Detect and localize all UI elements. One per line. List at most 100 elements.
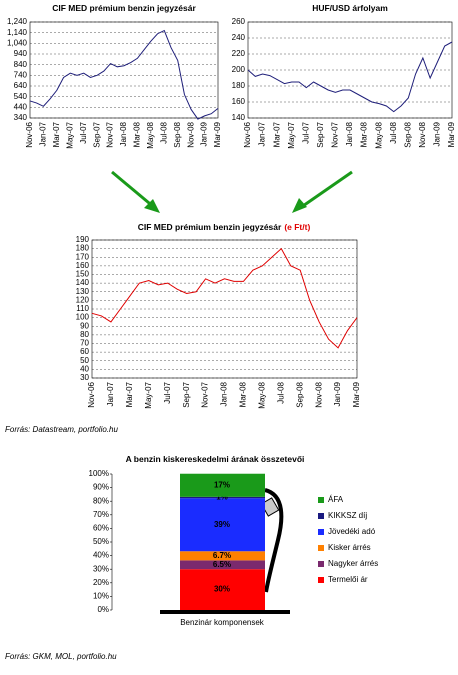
legend-label: Kisker árrés (328, 543, 371, 552)
x-tick-label: Mar-08 (239, 381, 248, 407)
x-tick-label: Mar-08 (133, 121, 142, 147)
x-tick-label: Jan-07 (258, 121, 267, 146)
plot-frame (91, 239, 358, 379)
y-tick-label: 20% (93, 578, 109, 587)
y-tick-label: 120 (76, 295, 90, 304)
y-tick-label: 180 (232, 81, 246, 90)
y-tick-label: 50% (93, 537, 109, 546)
line (29, 29, 219, 120)
legend-swatch (318, 545, 324, 551)
x-tick-label: May-07 (65, 121, 74, 148)
x-tick-label: Mar-09 (213, 121, 222, 147)
title-text: A benzin kiskereskedelmi árának összetev… (126, 454, 305, 464)
arrow-head (144, 199, 160, 213)
y-tick-label: 340 (14, 113, 28, 122)
bar-segment (180, 560, 265, 570)
title-text: CIF MED prémium benzin jegyzésár (138, 222, 282, 232)
y-tick-label: 150 (76, 270, 90, 279)
x-tick-label: Nov-06 (87, 381, 96, 407)
x-tick-label: Sep-07 (316, 121, 325, 147)
y-tick-label: 440 (14, 102, 28, 111)
y-tick-label: 170 (76, 252, 90, 261)
y-tick-label: 80% (93, 496, 109, 505)
x-tick-label: Jan-09 (433, 121, 442, 146)
y-tick-label: 70% (93, 510, 109, 519)
y-tick-label: 640 (14, 81, 28, 90)
y-tick-label: 220 (232, 49, 246, 58)
y-tick-label: 30% (93, 564, 109, 573)
x-tick-label: Sep-08 (403, 121, 412, 147)
x-tick-label: Jan-09 (333, 381, 342, 406)
y-tick-label: 60% (93, 524, 109, 533)
x-tick-label: May-08 (257, 381, 266, 408)
arrow (111, 170, 156, 210)
x-tick-label: Mar-07 (272, 121, 281, 147)
y-tick-label: 100% (89, 469, 109, 478)
value-label: 6.5% (213, 560, 231, 569)
y-tick-label: 840 (14, 60, 28, 69)
arrow-head (292, 198, 307, 213)
x-tick-label: Nov-07 (106, 121, 115, 147)
x-tick-label: Jul-08 (389, 121, 398, 143)
source: Forrás: GKM, MOL, portfolio.hu (5, 652, 117, 661)
bar-base (160, 610, 290, 614)
y-tick-label: 10% (93, 592, 109, 601)
y-tick-label: 130 (76, 287, 90, 296)
x-tick-label: Sep-07 (182, 381, 191, 407)
source: Forrás: Datastream, portfolio.hu (5, 425, 118, 434)
x-tick-label: Mar-08 (360, 121, 369, 147)
x-tick-label: Mar-09 (447, 121, 456, 147)
x-tick-label: Jan-07 (106, 381, 115, 406)
chart-title: A benzin kiskereskedelmi árának összetev… (126, 454, 305, 464)
y-tick-label: 110 (76, 304, 89, 313)
legend-swatch (318, 561, 324, 567)
bar-segment (180, 496, 265, 499)
x-tick-label: Mar-09 (352, 381, 361, 407)
y-tick-label: 190 (76, 235, 90, 244)
legend-swatch (318, 529, 324, 535)
x-tick-label: Jul-07 (301, 121, 310, 143)
y-tick-label: 240 (232, 33, 246, 42)
legend-label: Termelői ár (328, 575, 368, 584)
x-tick-label: Nov-06 (25, 121, 34, 147)
chart-title: CIF MED prémium benzin jegyzésár (52, 3, 196, 13)
chart-title: CIF MED prémium benzin jegyzésár (e Ft/t) (138, 222, 311, 232)
chart-title: HUF/USD árfolyam (312, 3, 388, 13)
x-tick-label: Nov-07 (201, 381, 210, 407)
value-label: 39% (214, 520, 230, 529)
x-tick-label: Sep-08 (295, 381, 304, 407)
legend-swatch (318, 497, 324, 503)
y-tick-label: 40 (80, 364, 89, 373)
y-tick-label: 260 (232, 17, 246, 26)
x-tick-label: Jul-08 (159, 121, 168, 143)
x-tick-label: Jan-08 (119, 121, 128, 146)
y-tick-label: 90% (93, 483, 109, 492)
y-tick-label: 160 (76, 261, 90, 270)
legend-label: Nagyker árrés (328, 559, 378, 568)
y-tick-label: 0% (97, 605, 109, 614)
x-tick-label: Nov-08 (186, 121, 195, 147)
fuel-nozzle (260, 488, 284, 593)
x-tick-label: May-08 (146, 121, 155, 148)
x-tick-label: Mar-07 (52, 121, 61, 147)
x-tick-label: Nov-07 (331, 121, 340, 147)
x-tick-label: Jan-07 (39, 121, 48, 146)
x-tick-label: Jan-08 (220, 381, 229, 406)
value-label: 17% (214, 480, 230, 489)
y-tick-label: 1,140 (7, 28, 28, 37)
y-tick-label: 940 (14, 49, 28, 58)
legend-label: ÁFA (328, 495, 344, 504)
y-tick-label: 1,240 (7, 17, 28, 26)
y-tick-label: 50 (80, 356, 89, 365)
value-label: 6.7% (213, 551, 231, 560)
x-tick-label: Sep-07 (92, 121, 101, 147)
value-label: 1% (216, 493, 228, 502)
y-tick-label: 180 (76, 244, 90, 253)
bar-segment (180, 569, 265, 610)
y-tick-label: 160 (232, 97, 246, 106)
legend-label: Jövedéki adó (328, 527, 376, 536)
y-tick-label: 40% (93, 551, 109, 560)
y-tick-label: 540 (14, 92, 28, 101)
x-tick-label: Jul-07 (163, 381, 172, 403)
y-tick-label: 80 (80, 330, 89, 339)
